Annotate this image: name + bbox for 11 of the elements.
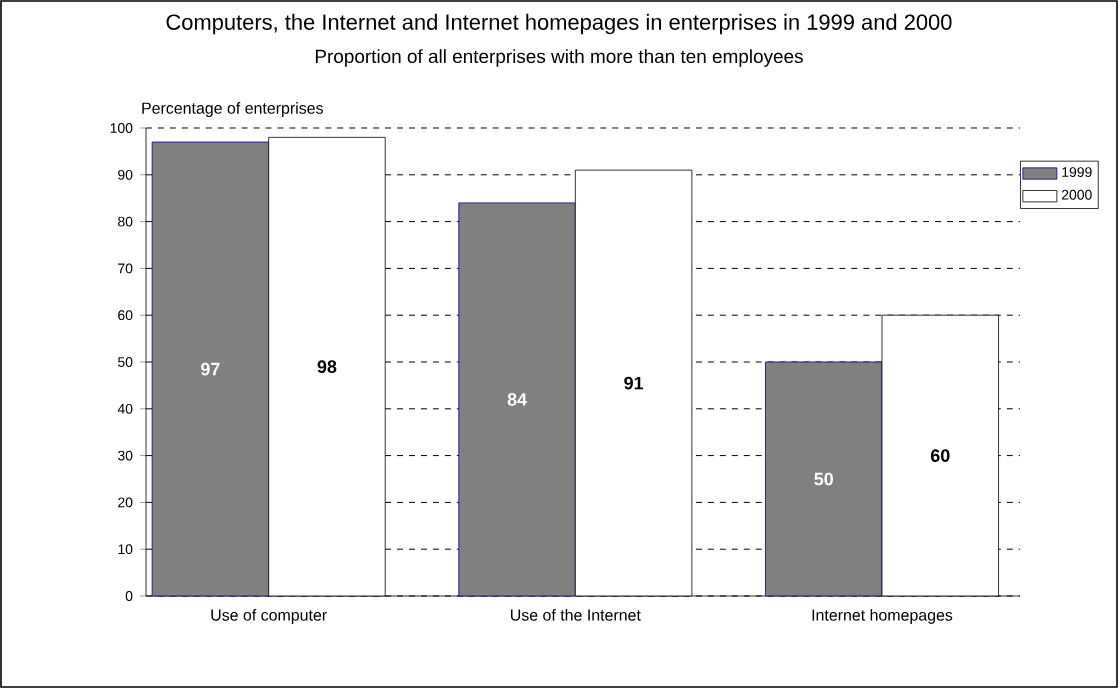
bar: [458, 202, 576, 597]
data-label: 60: [930, 449, 950, 462]
data-label: 98: [317, 360, 337, 374]
data-label: 50: [814, 472, 833, 486]
chart-subtitle: Proportion of all enterprises with more than ten employees: [315, 49, 803, 67]
bar: [151, 141, 270, 597]
data-label: 97: [201, 362, 220, 376]
data-label: 91: [624, 376, 644, 390]
bar: [765, 361, 883, 597]
chart-title: Computers, the Internet and Internet homepages in enterprises in 1999 and 2000: [166, 13, 952, 35]
data-label: 84: [507, 393, 527, 406]
